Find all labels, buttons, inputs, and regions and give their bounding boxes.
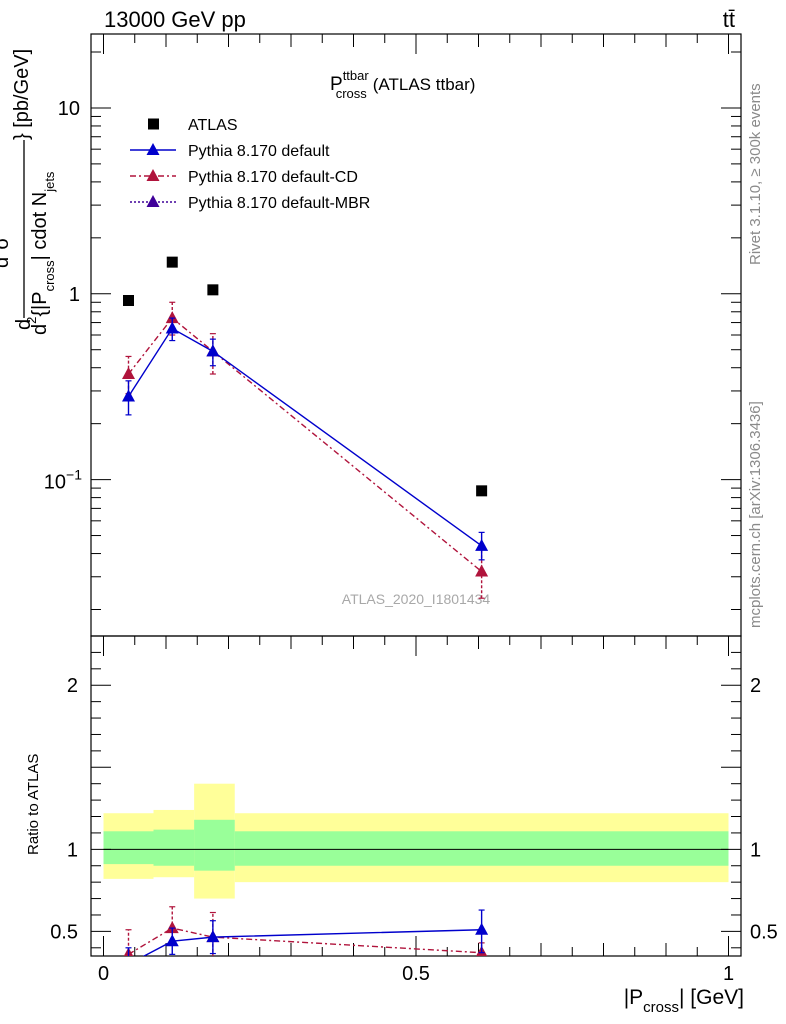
- svg-text:d: d: [13, 319, 35, 330]
- legend-label: ATLAS: [188, 117, 238, 134]
- ratio-y-tick-label-left: 1: [67, 839, 78, 861]
- analysis-watermark: ATLAS_2020_I1801434: [342, 591, 491, 607]
- ratio-plot-frame: [90, 635, 742, 957]
- main-cd-point: [165, 311, 179, 324]
- ratio-default-point: [206, 930, 220, 943]
- x-tick-label: 0: [98, 963, 109, 985]
- ratio-default-point: [122, 957, 135, 969]
- main-y-axis-label: d d2σfid } [pb/GeV] d2{|Pcross| cdot Nje…: [0, 49, 57, 335]
- ratio-band-inner: [234, 831, 729, 866]
- main-cd-point: [475, 564, 489, 577]
- plot-title: Pttbar cross (ATLAS ttbar): [330, 68, 475, 101]
- ratio-y-tick-label-left: 0.5: [50, 921, 78, 943]
- ratio-y-axis-label: Ratio to ATLAS: [25, 754, 42, 855]
- svg-text:} [pb/GeV]: } [pb/GeV]: [11, 49, 33, 140]
- ratio-band-inner: [153, 829, 195, 866]
- svg-text:d2σfid: d2σfid: [0, 224, 13, 268]
- legend: ATLAS Pythia 8.170 default Pythia 8.170 de…: [130, 117, 370, 212]
- ratio-band-inner: [194, 819, 235, 871]
- ratio-tick-labels: 0.5 0.5 1 1 2 2 0 0.5 1: [50, 675, 778, 985]
- main-default-line: [127, 327, 483, 547]
- atlas-data-point: [123, 295, 134, 307]
- atlas-data-point: [207, 284, 219, 296]
- legend-marker-triangle: [146, 169, 160, 181]
- mcplots-source-label: mcplots.cern.ch [arXiv:1306.3436]: [747, 401, 764, 628]
- ratio-data-series: [122, 906, 489, 969]
- ratio-axis-ticks: [91, 635, 741, 956]
- ratio-cd-point: [165, 921, 179, 934]
- ratio-cd-line: [128, 927, 482, 955]
- atlas-data-point: [476, 485, 488, 497]
- ratio-y-tick-label-right: 1: [750, 839, 761, 861]
- process-label: tt̄: [723, 7, 735, 32]
- legend-marker-triangle: [146, 143, 160, 155]
- main-data-series: [122, 256, 489, 599]
- legend-label: Pythia 8.170 default: [188, 143, 330, 160]
- ratio-y-tick-label-left: 2: [67, 675, 78, 697]
- y-tick-label-1: 1: [69, 284, 80, 306]
- energy-label: 13000 GeV pp: [104, 7, 246, 32]
- legend-label: Pythia 8.170 default-MBR: [188, 195, 370, 212]
- main-default-point: [206, 344, 220, 357]
- ratio-default-point: [165, 934, 179, 947]
- legend-marker-triangle: [146, 195, 160, 207]
- ratio-default-point: [475, 922, 489, 935]
- main-cd-point: [122, 367, 135, 380]
- rivet-version-label: Rivet 3.1.10, ≥ 300k events: [747, 83, 764, 265]
- main-default-point: [122, 389, 135, 402]
- ratio-default-line: [142, 929, 482, 956]
- ratio-uncertainty-bands: [103, 783, 729, 899]
- x-axis-label: |Pcross| [GeV]: [624, 986, 744, 1016]
- ratio-y-tick-label-right: 0.5: [750, 921, 778, 943]
- x-tick-label: 0.5: [402, 963, 430, 985]
- atlas-data-point: [166, 256, 178, 268]
- y-tick-label-10: 10: [58, 98, 80, 120]
- main-default-point: [475, 538, 489, 551]
- x-tick-label: 1: [723, 963, 734, 985]
- ratio-y-tick-label-right: 2: [750, 675, 761, 697]
- y-tick-label-0.1: 10−1: [44, 467, 82, 494]
- main-axis-ticks: [91, 34, 741, 610]
- main-cd-line: [127, 317, 483, 573]
- main-default-point: [165, 321, 179, 334]
- legend-label: Pythia 8.170 default-CD: [188, 169, 358, 186]
- legend-marker-atlas: [148, 118, 159, 130]
- ratio-band-inner: [103, 831, 154, 865]
- svg-text:d2{|Pcross| cdot Njets: d2{|Pcross| cdot Njets: [24, 171, 57, 335]
